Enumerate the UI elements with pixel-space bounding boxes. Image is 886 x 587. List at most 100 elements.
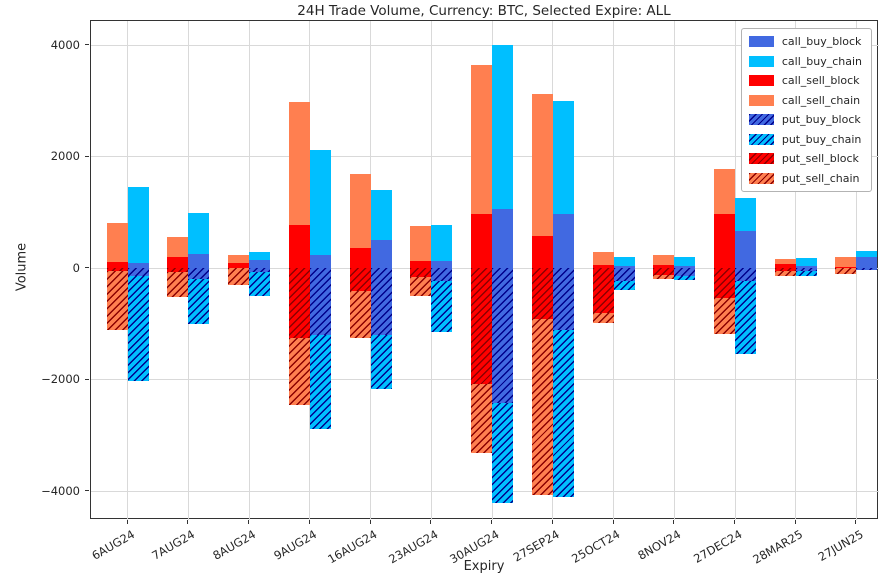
bar-segment-put_buy_block bbox=[431, 268, 453, 281]
bar-segment-put_buy_chain bbox=[188, 279, 210, 324]
bar-segment-call_sell_block bbox=[349, 247, 371, 268]
chart-title: 24H Trade Volume, Currency: BTC, Selecte… bbox=[297, 3, 671, 19]
x-axis-label: Expiry bbox=[463, 559, 505, 574]
bar-segment-put_buy_chain bbox=[370, 335, 392, 389]
bar-segment-put_sell_block bbox=[410, 268, 432, 277]
x-tick-label: 27JUN25 bbox=[815, 527, 866, 564]
bar-segment-call_sell_block bbox=[714, 214, 735, 268]
y-tick-mark bbox=[85, 378, 89, 380]
bar-segment-call_buy_chain bbox=[613, 256, 635, 267]
x-tick-mark bbox=[187, 520, 189, 524]
bar-segment-put_buy_chain bbox=[249, 272, 271, 296]
bar-segment-put_buy_chain bbox=[492, 403, 514, 503]
bar-segment-put_sell_chain bbox=[653, 274, 675, 279]
bar-segment-call_buy_block bbox=[492, 208, 514, 268]
legend: call_buy_block call_buy_chain call_sell_bl… bbox=[740, 28, 872, 192]
bar-segment-call_sell_chain bbox=[592, 252, 614, 266]
bar-segment-put_sell_block bbox=[471, 268, 493, 384]
bar-segment-call_sell_chain bbox=[349, 173, 371, 248]
bar-segment-call_sell_block bbox=[592, 265, 614, 268]
grid-line-vertical bbox=[855, 21, 857, 520]
y-tick-label: 4000 bbox=[50, 37, 80, 52]
bar-segment-call_sell_chain bbox=[106, 223, 128, 263]
bar-segment-call_sell_block bbox=[228, 262, 250, 268]
x-tick-label: 27SEP24 bbox=[510, 527, 562, 565]
bar-segment-call_sell_chain bbox=[228, 255, 250, 263]
x-tick-mark bbox=[369, 520, 371, 524]
bar-segment-put_buy_chain bbox=[431, 280, 453, 333]
bar-segment-call_sell_block bbox=[835, 266, 857, 268]
bar-segment-put_buy_block bbox=[552, 268, 574, 330]
bar-segment-put_sell_block bbox=[349, 268, 371, 291]
y-tick-label: −2000 bbox=[41, 372, 80, 386]
bar-segment-call_sell_chain bbox=[288, 101, 310, 225]
grid-line-horizontal bbox=[91, 490, 879, 492]
bar-segment-call_buy_block bbox=[188, 254, 210, 268]
bar-segment-call_buy_block bbox=[249, 260, 271, 268]
x-tick-label: 6AUG24 bbox=[88, 527, 137, 563]
bar-segment-call_sell_chain bbox=[410, 226, 432, 261]
x-tick-mark bbox=[673, 520, 675, 524]
bar-segment-put_buy_chain bbox=[613, 280, 635, 290]
bar-segment-put_sell_chain bbox=[774, 270, 796, 276]
x-tick-label: 8NOV24 bbox=[635, 527, 684, 563]
y-tick-mark bbox=[85, 155, 89, 157]
bar-segment-call_buy_chain bbox=[309, 149, 331, 256]
bar-segment-put_sell_chain bbox=[167, 271, 189, 297]
bar-segment-put_sell_chain bbox=[592, 312, 614, 323]
bar-segment-put_sell_chain bbox=[471, 383, 493, 453]
bar-segment-put_sell_chain bbox=[288, 337, 310, 405]
x-tick-label: 28MAR25 bbox=[750, 527, 805, 567]
x-tick-mark bbox=[491, 520, 493, 524]
bar-segment-put_buy_block bbox=[856, 268, 878, 270]
bar-segment-put_sell_chain bbox=[228, 268, 250, 285]
x-tick-label: 16AUG24 bbox=[325, 527, 380, 567]
bar-segment-put_buy_block bbox=[188, 268, 210, 280]
x-tick-mark bbox=[551, 520, 553, 524]
bar-segment-call_buy_block bbox=[370, 240, 392, 268]
bar-segment-call_sell_block bbox=[410, 260, 432, 268]
bar-segment-call_buy_block bbox=[309, 255, 331, 268]
x-tick-mark bbox=[794, 520, 796, 524]
legend-item: call_sell_chain bbox=[748, 93, 862, 108]
bar-segment-put_buy_chain bbox=[127, 276, 149, 381]
bar-segment-call_sell_block bbox=[106, 262, 128, 268]
bar-segment-put_sell_chain bbox=[410, 276, 432, 296]
legend-label: put_sell_chain bbox=[781, 171, 860, 185]
x-tick-label: 7AUG24 bbox=[149, 527, 198, 563]
bar-segment-call_buy_chain bbox=[249, 251, 271, 261]
bar-segment-call_sell_block bbox=[167, 256, 189, 268]
legend-item: call_buy_block bbox=[748, 34, 862, 49]
bar-segment-call_sell_block bbox=[288, 224, 310, 268]
bar-segment-put_buy_chain bbox=[674, 275, 696, 281]
legend-item: put_sell_chain bbox=[748, 171, 862, 186]
x-tick-label: 9AUG24 bbox=[271, 527, 319, 563]
bar-segment-call_sell_block bbox=[653, 265, 675, 268]
legend-swatch-put_sell_chain bbox=[748, 172, 774, 184]
bar-segment-put_sell_block bbox=[714, 268, 735, 298]
x-tick-mark bbox=[430, 520, 432, 524]
bar-segment-call_buy_block bbox=[735, 231, 756, 268]
bar-segment-call_sell_chain bbox=[653, 255, 675, 266]
legend-item: call_buy_chain bbox=[748, 54, 862, 69]
y-tick-label: 2000 bbox=[50, 149, 80, 163]
bar-segment-put_sell_block bbox=[167, 268, 189, 272]
legend-label: put_buy_chain bbox=[781, 132, 862, 146]
bar-segment-put_buy_block bbox=[127, 268, 149, 277]
bar-segment-put_buy_block bbox=[249, 268, 271, 273]
bar-segment-put_sell_chain bbox=[349, 290, 371, 338]
bar-segment-call_sell_chain bbox=[167, 237, 189, 257]
x-tick-label: 8AUG24 bbox=[210, 527, 259, 563]
legend-swatch-call_sell_block bbox=[748, 75, 774, 86]
x-tick-label: 27DEC24 bbox=[690, 527, 744, 566]
legend-swatch-call_buy_block bbox=[748, 36, 774, 47]
bar-segment-call_sell_block bbox=[774, 263, 796, 268]
bar-segment-call_buy_chain bbox=[127, 187, 149, 263]
legend-swatch-put_sell_block bbox=[748, 153, 774, 164]
bar-segment-call_buy_block bbox=[613, 266, 635, 268]
bar-segment-put_buy_block bbox=[309, 268, 331, 335]
bar-segment-put_sell_block bbox=[531, 268, 553, 320]
legend-item: put_buy_block bbox=[748, 112, 862, 127]
x-tick-mark bbox=[612, 520, 614, 524]
